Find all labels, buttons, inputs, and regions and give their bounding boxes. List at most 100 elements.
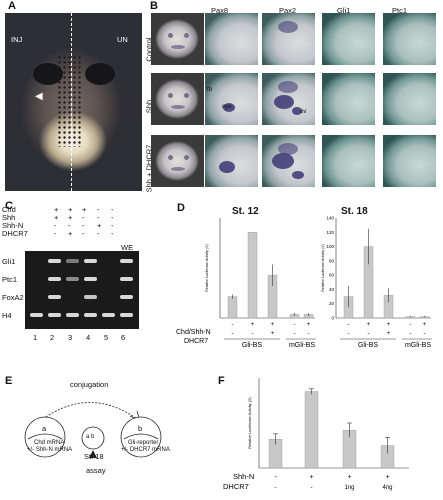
- b-image-r1-c2: [205, 13, 258, 65]
- panel-b-label: B: [150, 0, 158, 12]
- gel-image: [25, 251, 139, 329]
- c-sign: -: [111, 229, 114, 238]
- b-image-r3-c4: [322, 135, 375, 187]
- f-sign: -: [275, 485, 277, 491]
- d-ytick: 60: [329, 273, 335, 278]
- panel-f-chart: Relative Luciferase Activity (X) - + + + - - 1n…: [223, 378, 409, 491]
- mouth-mark: [171, 167, 185, 171]
- d-sign: -: [368, 331, 370, 337]
- f-bar: [304, 391, 319, 469]
- gel-band: [84, 259, 97, 263]
- d-sign: +: [307, 322, 311, 328]
- b-image-r3-c1: [151, 135, 204, 187]
- b-image-r1-c3: [262, 13, 315, 65]
- c-sign: +: [54, 213, 59, 222]
- d-sign: +: [387, 331, 391, 337]
- d-ytick: 120: [326, 230, 334, 235]
- b-image-r2-c2: [205, 73, 258, 125]
- gel-band: [120, 259, 133, 263]
- d-row1-label: Chd/Shh-N: [176, 329, 211, 336]
- c-sign: +: [54, 205, 59, 214]
- col-ptc1: Ptc1: [392, 6, 408, 15]
- gel-band: [66, 259, 79, 263]
- d-st18-title: St. 18: [341, 206, 368, 217]
- d-gli-label: Gli-BS: [358, 342, 379, 349]
- c-lane-number: 3: [68, 333, 73, 342]
- b-image-r3-c2: [205, 135, 258, 187]
- d-ytick: 100: [326, 244, 334, 249]
- eye-spot: [168, 33, 173, 38]
- panel-d-label: D: [177, 202, 185, 214]
- gel-band: [120, 313, 133, 317]
- b-image-r2-c1: [151, 73, 204, 125]
- c-lane-number: 2: [50, 333, 55, 342]
- b-image-r1-c4: [322, 13, 375, 65]
- d-sign: -: [410, 331, 412, 337]
- panel-d-charts: Relative Luciferase Activity (X) - + + - + - - +…: [176, 216, 432, 349]
- d-sign: -: [348, 331, 350, 337]
- conj-arc: [39, 402, 141, 422]
- stain-region: [292, 171, 304, 179]
- c-sign: -: [54, 229, 57, 238]
- arrowhead-icon: ◀: [35, 91, 43, 102]
- gel-band: [102, 313, 115, 317]
- stain-region: [278, 81, 298, 93]
- col-pax8: Pax8: [211, 6, 229, 15]
- gel-band: [66, 277, 79, 281]
- gel-band: [48, 277, 61, 281]
- f-sign: -: [274, 474, 277, 481]
- tadpole-photo: ◀ INJ UN: [5, 13, 142, 191]
- b-image-r2-c5: [383, 73, 436, 125]
- right-eye: [85, 63, 115, 85]
- d-sign: -: [348, 322, 350, 328]
- eye-spot: [184, 93, 189, 98]
- c-sign: -: [111, 213, 114, 222]
- midline: [71, 13, 72, 191]
- c-lane-number: 5: [104, 333, 109, 342]
- d-bar: [247, 232, 258, 319]
- e-right1: Gli-reporter: [128, 440, 159, 446]
- d-sign: +: [271, 322, 275, 328]
- d-sign: -: [232, 322, 234, 328]
- gel-band: [48, 295, 61, 299]
- conjugate: [81, 426, 105, 450]
- panel-e-diagram: [24, 402, 162, 458]
- c-sign: -: [82, 213, 85, 222]
- d-sign: +: [423, 322, 427, 328]
- annot-fb: fb: [207, 87, 213, 93]
- c-sign: +: [68, 229, 73, 238]
- d-ytick: 20: [329, 301, 335, 306]
- c-row-label: Chd: [2, 205, 16, 214]
- stain-region: [223, 103, 235, 112]
- d-sign: +: [387, 322, 391, 328]
- e-assay: assay: [86, 466, 106, 475]
- eye-spot: [168, 155, 173, 160]
- embryo-a: [24, 416, 66, 458]
- c-sign: -: [111, 205, 114, 214]
- un-label: UN: [117, 35, 128, 44]
- assay-arrow-icon: [89, 450, 97, 458]
- d-sign: -: [294, 322, 296, 328]
- d-sign: -: [232, 331, 234, 337]
- stain-region: [278, 143, 298, 155]
- c-sign: -: [97, 229, 100, 238]
- b-image-r3-c3: [262, 135, 315, 187]
- gel-band: [84, 313, 97, 317]
- c-lane-number: 6: [121, 333, 126, 342]
- c-sign: -: [97, 213, 100, 222]
- d-row2-label: DHCR7: [184, 338, 208, 345]
- c-row-label: DHCR7: [2, 229, 28, 238]
- e-ab: a b: [86, 434, 95, 440]
- annot-eye: eye: [222, 104, 232, 110]
- d-sign: -: [308, 331, 310, 337]
- d-sign: +: [251, 322, 255, 328]
- c-sign: +: [68, 213, 73, 222]
- b-image-r1-c1: [151, 13, 204, 65]
- f-sign: 4ng: [382, 485, 392, 491]
- f-row2-label: DHCR7: [223, 482, 249, 491]
- d-mgli-label: mGli-BS: [405, 342, 431, 349]
- stain-region: [274, 95, 294, 109]
- b-image-r1-c5: [383, 13, 436, 65]
- panel-c-label: C: [5, 200, 13, 212]
- c-sign: -: [82, 229, 85, 238]
